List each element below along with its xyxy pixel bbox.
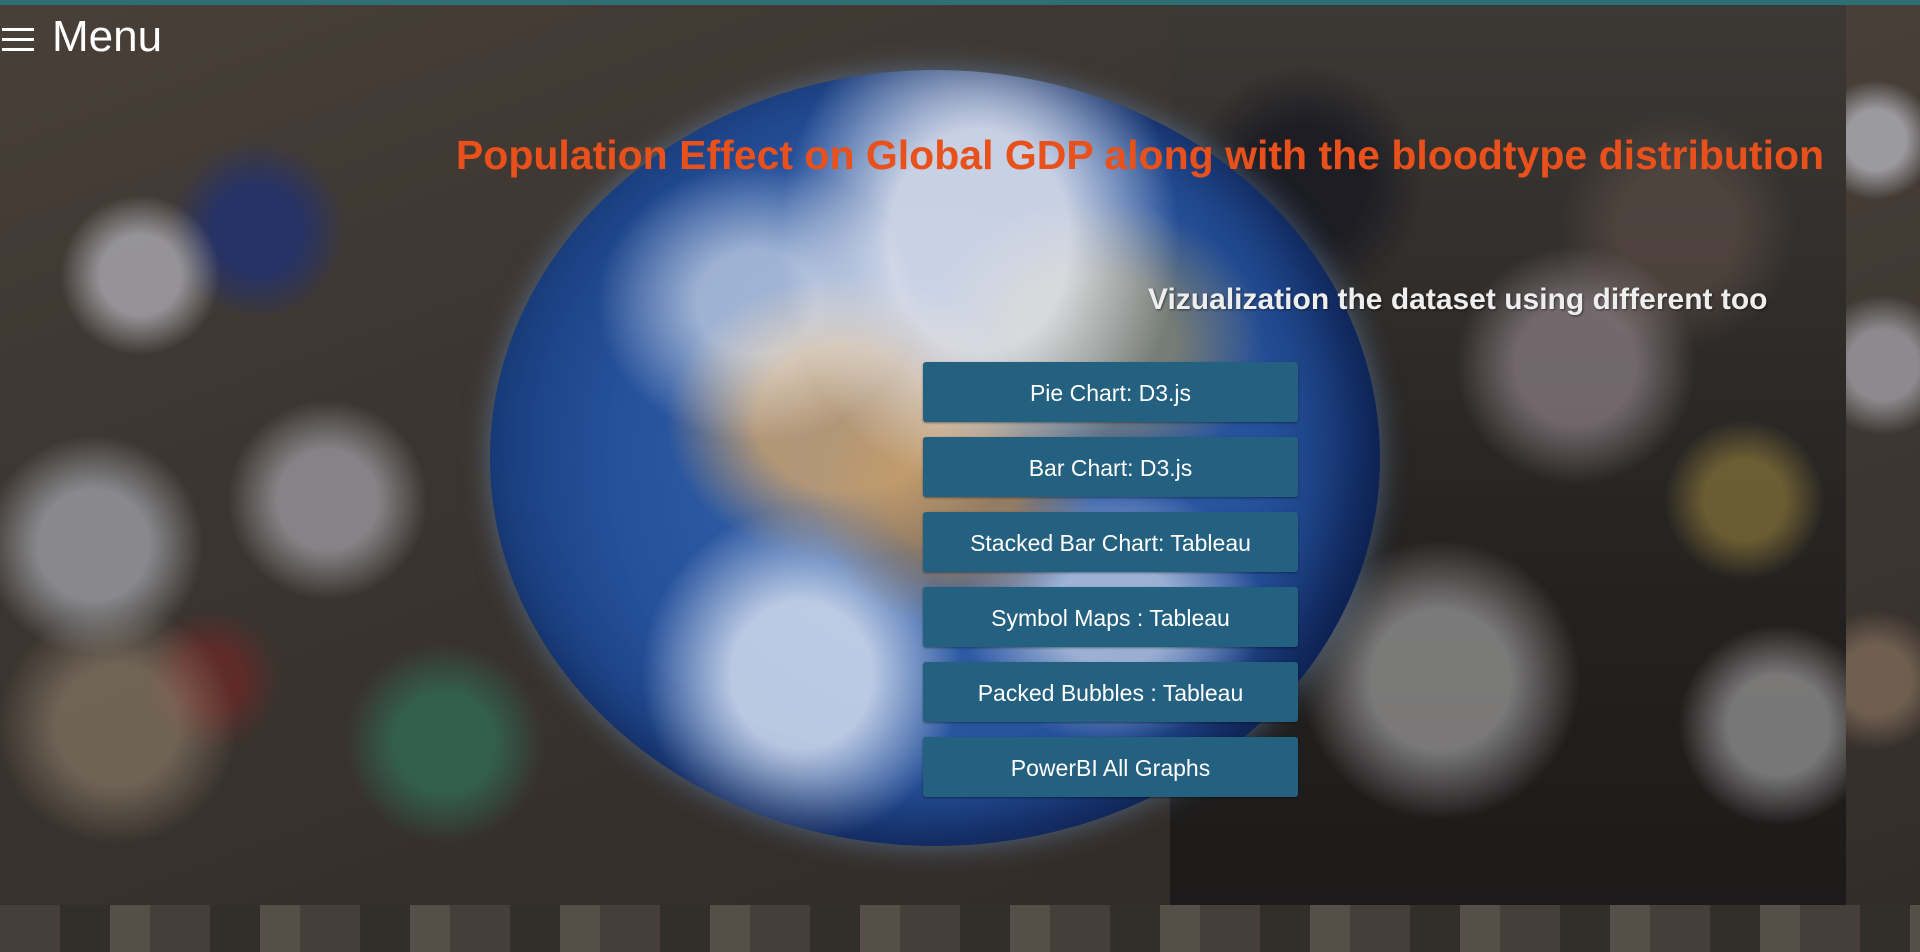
background-market-photo-repeat (1846, 5, 1920, 905)
background-photo-strip (0, 905, 1920, 952)
menu-label: Menu (52, 12, 163, 61)
visualization-button-list: Pie Chart: D3.js Bar Chart: D3.js Stacke… (923, 362, 1298, 812)
hamburger-icon (2, 22, 34, 52)
page-title: Population Effect on Global GDP along wi… (455, 132, 1825, 178)
packed-bubbles-tableau-button[interactable]: Packed Bubbles : Tableau (923, 662, 1298, 722)
powerbi-all-graphs-button[interactable]: PowerBI All Graphs (923, 737, 1298, 797)
page-subtitle: Vizualization the dataset using differen… (1148, 283, 1768, 316)
top-strip (0, 0, 1920, 5)
bar-chart-d3-button[interactable]: Bar Chart: D3.js (923, 437, 1298, 497)
stacked-bar-chart-tableau-button[interactable]: Stacked Bar Chart: Tableau (923, 512, 1298, 572)
pie-chart-d3-button[interactable]: Pie Chart: D3.js (923, 362, 1298, 422)
symbol-maps-tableau-button[interactable]: Symbol Maps : Tableau (923, 587, 1298, 647)
menu-button[interactable]: Menu (2, 8, 162, 66)
subtitle-container: Vizualization the dataset using differen… (1148, 275, 1893, 325)
